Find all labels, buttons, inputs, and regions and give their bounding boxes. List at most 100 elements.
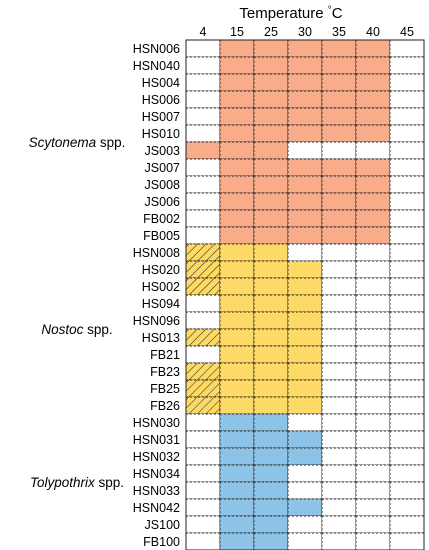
- heatmap-cell: [253, 515, 289, 534]
- heatmap-cell: [185, 192, 221, 211]
- column-tick-label: 45: [400, 25, 414, 39]
- heatmap-cell: [389, 39, 425, 58]
- heatmap-cell: [321, 464, 357, 483]
- row-label: FB005: [143, 229, 180, 243]
- group-labels: Scytonema spp. Nostoc spp. Tolypothrix spp…: [29, 135, 126, 490]
- row-label: JS006: [145, 195, 180, 209]
- heatmap-cell: [355, 158, 391, 177]
- heatmap-cell: [253, 379, 289, 398]
- heatmap-cell: [253, 90, 289, 109]
- heatmap-cell: [219, 311, 255, 330]
- heatmap-cell: [253, 141, 289, 160]
- heatmap-cell: [219, 532, 255, 550]
- heatmap-cell: [185, 396, 221, 415]
- heatmap-cell: [287, 345, 323, 364]
- row-label: HS002: [142, 280, 180, 294]
- row-label: FB002: [143, 212, 180, 226]
- heatmap-cell: [287, 379, 323, 398]
- heatmap-cell: [287, 447, 323, 466]
- heatmap-cell: [219, 158, 255, 177]
- heatmap-cell: [389, 532, 425, 550]
- heatmap-cell: [253, 158, 289, 177]
- heatmap-cell: [287, 209, 323, 228]
- heatmap-cell: [321, 39, 357, 58]
- heatmap-cell: [219, 413, 255, 432]
- heatmap-cell: [287, 277, 323, 296]
- heatmap-cell: [389, 362, 425, 381]
- heatmap-cell: [321, 209, 357, 228]
- heatmap-cell: [253, 56, 289, 75]
- heatmap-cell: [253, 226, 289, 245]
- heatmap-cell: [287, 294, 323, 313]
- column-tick-label: 40: [366, 25, 380, 39]
- row-label: HS020: [142, 263, 180, 277]
- heatmap-cell: [287, 243, 323, 262]
- heatmap-cell: [321, 73, 357, 92]
- heatmap-cell: [287, 226, 323, 245]
- heatmap-cell: [321, 345, 357, 364]
- heatmap-cell: [219, 481, 255, 500]
- row-label: HSN008: [133, 246, 180, 260]
- heatmap-cell: [287, 498, 323, 517]
- row-label: HSN030: [133, 416, 180, 430]
- heatmap-cell: [355, 209, 391, 228]
- heatmap-cell: [321, 175, 357, 194]
- heatmap-cell: [185, 124, 221, 143]
- heatmap-frame: [185, 39, 425, 550]
- heatmap-cell: [253, 294, 289, 313]
- heatmap-cell: [185, 260, 221, 279]
- heatmap-cell: [389, 447, 425, 466]
- heatmap-cell: [287, 481, 323, 500]
- heatmap-cell: [389, 311, 425, 330]
- heatmap-cell: [185, 107, 221, 126]
- heatmap-cell: [253, 277, 289, 296]
- heatmap-cell: [355, 430, 391, 449]
- heatmap-cell: [185, 243, 221, 262]
- heatmap-cell: [321, 260, 357, 279]
- heatmap-cell: [321, 498, 357, 517]
- heatmap-cell: [287, 328, 323, 347]
- column-tick-label: 15: [230, 25, 244, 39]
- heatmap-cell: [355, 345, 391, 364]
- heatmap-cell: [389, 209, 425, 228]
- heatmap-cell: [287, 396, 323, 415]
- heatmap-cell: [389, 379, 425, 398]
- heatmap-cell: [321, 379, 357, 398]
- heatmap-cell: [321, 481, 357, 500]
- heatmap-cell: [219, 430, 255, 449]
- row-label: FB25: [150, 382, 180, 396]
- group-label: Scytonema spp.: [29, 135, 126, 150]
- heatmap-cell: [389, 396, 425, 415]
- heatmap-cell: [321, 532, 357, 550]
- heatmap-cell: [253, 192, 289, 211]
- heatmap-cell: [287, 430, 323, 449]
- heatmap-cells: [185, 39, 425, 550]
- heatmap-cell: [321, 141, 357, 160]
- row-label: HSN032: [133, 450, 180, 464]
- heatmap-cell: [253, 243, 289, 262]
- heatmap-cell: [355, 226, 391, 245]
- heatmap-cell: [287, 90, 323, 109]
- heatmap-cell: [355, 532, 391, 550]
- title-unit: °: [328, 5, 332, 16]
- chart-title: Temperature °C: [239, 5, 342, 22]
- heatmap-cell: [219, 328, 255, 347]
- heatmap-cell: [321, 430, 357, 449]
- heatmap-cell: [253, 73, 289, 92]
- row-label: HS013: [142, 331, 180, 345]
- heatmap-cell: [355, 413, 391, 432]
- heatmap-cell: [321, 158, 357, 177]
- heatmap-cell: [185, 56, 221, 75]
- heatmap-cell: [321, 328, 357, 347]
- heatmap-cell: [185, 311, 221, 330]
- heatmap-cell: [287, 311, 323, 330]
- heatmap-cell: [219, 243, 255, 262]
- heatmap-cell: [219, 515, 255, 534]
- heatmap-cell: [253, 498, 289, 517]
- heatmap-cell: [355, 260, 391, 279]
- heatmap-cell: [185, 277, 221, 296]
- heatmap-cell: [355, 515, 391, 534]
- heatmap-cell: [219, 56, 255, 75]
- heatmap-cell: [389, 481, 425, 500]
- heatmap-cell: [219, 107, 255, 126]
